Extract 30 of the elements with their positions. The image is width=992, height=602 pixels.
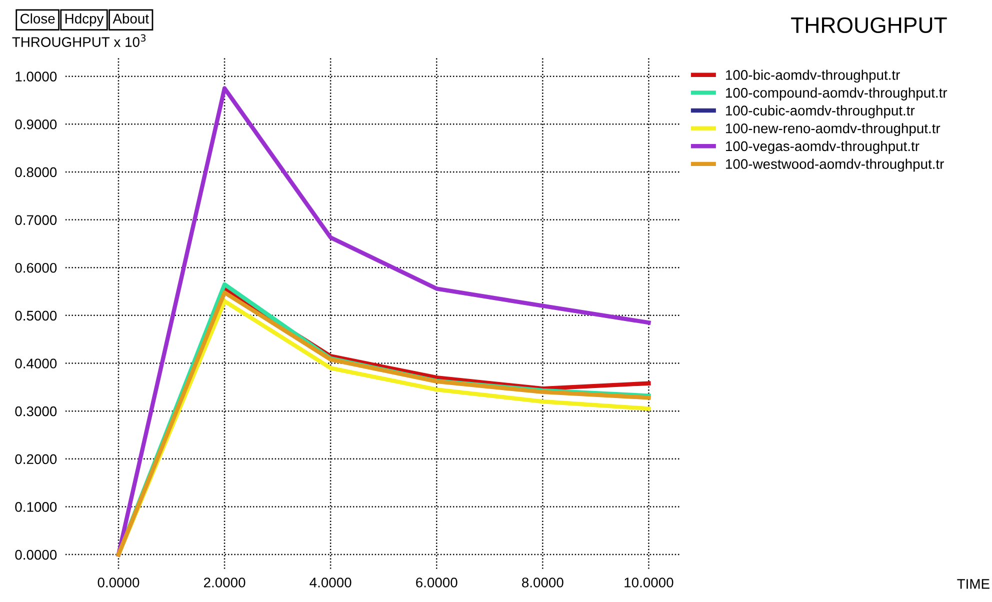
y-tick-label: 0.7000 — [15, 215, 57, 225]
legend-label: 100-new-reno-aomdv-throughput.tr — [726, 123, 940, 136]
legend-label: 100-cubic-aomdv-throughput.tr — [726, 105, 915, 118]
text: THROUGHPUT — [791, 17, 947, 34]
y-tick-label: 0.2000 — [15, 454, 57, 464]
y-tick-label: 0.5000 — [15, 310, 57, 321]
y-tick-label: 1.0000 — [16, 72, 57, 82]
y-tick-label: 0.0000 — [15, 550, 57, 560]
y-tick-label: 0.8000 — [15, 167, 57, 178]
legend-label: 100-westwood-aomdv-throughput.tr — [726, 158, 944, 172]
y-tick-label: 0.4000 — [15, 358, 57, 368]
y-tick-label: 0.1000 — [15, 502, 57, 512]
x-tick-label: 0.0000 — [98, 578, 140, 588]
text: About — [112, 13, 149, 24]
x-tick-label: 10.0000 — [624, 578, 674, 588]
legend-label: 100-bic-aomdv-throughput.tr — [726, 70, 900, 83]
line-series — [116, 86, 651, 557]
x-tick-label: 8.0000 — [522, 578, 564, 588]
y-tick-label: 0.3000 — [15, 406, 57, 416]
y-tick-label: 0.9000 — [15, 119, 57, 130]
y-axis-title: THROUGHPUT x 10$^{3}$ — [12, 34, 146, 47]
legend-label: 100-vegas-aomdv-throughput.tr — [726, 140, 920, 154]
x-tick-label: 6.0000 — [416, 578, 458, 588]
text: TIME — [957, 579, 990, 589]
text: Close — [20, 13, 55, 24]
legend-label: 100-compound-aomdv-throughput.tr — [726, 88, 948, 100]
y-tick-label: 0.6000 — [15, 262, 57, 273]
text: Hdcpy — [65, 13, 104, 26]
x-tick-label: 4.0000 — [310, 578, 352, 588]
x-tick-label: 2.0000 — [204, 578, 246, 588]
